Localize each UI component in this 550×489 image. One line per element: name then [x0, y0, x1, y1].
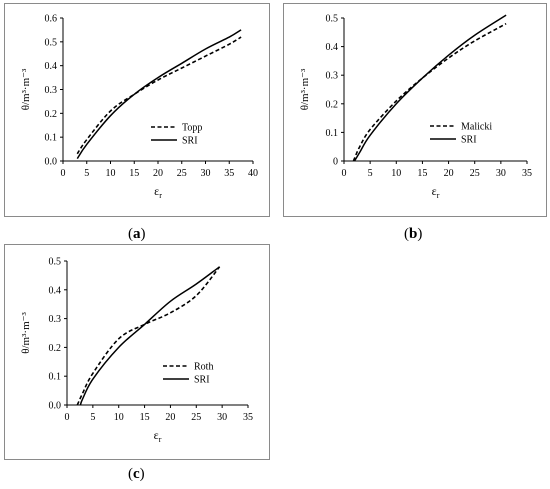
x-axis-label-main-b: ε	[432, 184, 437, 198]
y-tick-label-b: 0.3	[326, 71, 339, 82]
x-tick-label-b: 20	[444, 168, 454, 179]
y-tick-label-b: 0.4	[326, 42, 339, 53]
x-axis-label-main-a: ε	[154, 184, 159, 198]
x-tick-label-a: 25	[177, 168, 187, 179]
x-tick-label-a: 10	[106, 168, 116, 179]
series-line-topp-a	[76, 36, 242, 155]
x-tick-label-a: 30	[201, 168, 211, 179]
y-tick-label-a: 0.1	[45, 133, 58, 144]
x-tick-label-b: 15	[417, 168, 427, 179]
x-axis-label-sub-a: r	[159, 191, 162, 200]
x-tick-label-c: 15	[140, 412, 150, 423]
chart-panel-a: 0 5 10 15 20 25 30 35 40 0.0 0.1 0.2 0.3 0.4 0.5 0.6 εr θ…	[4, 3, 270, 217]
y-tick-label-a: 0.6	[45, 14, 58, 25]
caption-a-open: (	[128, 226, 133, 242]
x-tick-label-a: 20	[153, 168, 163, 179]
x-tick-label-c: 30	[217, 412, 227, 423]
y-tick-label-c: 0.4	[49, 285, 62, 296]
legend-label-malicki-b: Malicki	[461, 122, 492, 133]
caption-c-letter: c	[133, 466, 140, 482]
x-tick-label-c: 0	[65, 412, 70, 423]
legend-label-sri-a: SRI	[182, 136, 198, 147]
x-axis-label-a: εr	[154, 184, 162, 200]
x-tick-label-b: 5	[368, 168, 373, 179]
y-axis-label-c: θ/m³·m⁻³	[20, 312, 32, 354]
caption-c-open: (	[128, 466, 133, 482]
x-tick-label-c: 20	[165, 412, 175, 423]
chart-a-svg: 0 5 10 15 20 25 30 35 40 0.0 0.1 0.2 0.3 0.4 0.5 0.6 εr θ…	[20, 14, 258, 201]
y-tick-label-c: 0.1	[49, 372, 62, 383]
series-line-roth-c	[76, 266, 221, 406]
x-tick-label-b: 25	[470, 168, 480, 179]
y-tick-label-b: 0.1	[326, 128, 339, 139]
x-axis-label-c: εr	[154, 428, 162, 444]
caption-b-close: )	[417, 226, 423, 242]
y-tick-label-a: 0.2	[45, 109, 58, 120]
x-tick-label-a: 35	[224, 168, 234, 179]
series-line-sri-c	[79, 266, 221, 406]
y-tick-label-a: 0.3	[45, 85, 58, 96]
y-tick-label-c: 0.2	[49, 343, 62, 354]
series-line-sri-a	[76, 29, 242, 159]
series-line-sri-b	[353, 14, 507, 162]
chart-panel-b: 0 5 10 15 20 25 30 35 0 0.1 0.2 0.3 0.4 0.5 εr θ/m³·m⁻³…	[283, 3, 547, 217]
y-tick-label-b: 0.2	[326, 99, 339, 110]
chart-panel-c: 0 5 10 15 20 25 30 35 0.0 0.1 0.2 0.3 0.4 0.5 εr θ/m³·m…	[4, 244, 270, 460]
y-tick-label-c: 0.5	[49, 257, 62, 268]
x-axis-label-sub-b: r	[437, 191, 440, 200]
caption-a: (a)	[128, 226, 146, 243]
caption-c: (c)	[128, 466, 145, 483]
x-tick-label-b: 10	[391, 168, 401, 179]
x-tick-label-c: 25	[191, 412, 201, 423]
x-tick-label-c: 35	[243, 412, 253, 423]
legend-label-topp-a: Topp	[182, 123, 202, 134]
x-tick-label-a: 15	[129, 168, 139, 179]
caption-c-close: )	[139, 466, 145, 482]
y-tick-label-b: 0.5	[326, 14, 339, 25]
caption-a-letter: a	[133, 226, 141, 242]
caption-b-letter: b	[409, 226, 418, 242]
x-tick-label-a: 0	[61, 168, 66, 179]
series-line-malicki-b	[352, 23, 507, 162]
x-tick-label-b: 30	[496, 168, 506, 179]
y-tick-label-a: 0.5	[45, 37, 58, 48]
y-axis-label-a: θ/m³·m⁻³	[20, 68, 32, 110]
y-tick-label-a: 0.4	[45, 61, 58, 72]
y-tick-label-c: 0.3	[49, 314, 62, 325]
x-tick-label-b: 0	[342, 168, 347, 179]
x-tick-label-a: 5	[84, 168, 89, 179]
x-axis-label-sub-c: r	[159, 435, 162, 444]
y-tick-label-b: 0	[333, 157, 338, 168]
x-tick-label-c: 5	[90, 412, 95, 423]
chart-c-svg: 0 5 10 15 20 25 30 35 0.0 0.1 0.2 0.3 0.4 0.5 εr θ/m³·m…	[20, 257, 253, 445]
x-tick-label-c: 10	[114, 412, 124, 423]
x-tick-label-a: 40	[248, 168, 258, 179]
y-axis-label-b: θ/m³·m⁻³	[299, 68, 311, 110]
x-axis-label-main-c: ε	[154, 428, 159, 442]
caption-b: (b)	[404, 226, 422, 243]
legend-label-roth-c: Roth	[194, 362, 213, 373]
y-tick-label-a: 0.0	[45, 157, 58, 168]
caption-b-open: (	[404, 226, 409, 242]
x-tick-label-b: 35	[522, 168, 532, 179]
chart-b-svg: 0 5 10 15 20 25 30 35 0 0.1 0.2 0.3 0.4 0.5 εr θ/m³·m⁻³…	[299, 14, 532, 201]
legend-label-sri-c: SRI	[194, 375, 210, 386]
caption-a-close: )	[140, 226, 146, 242]
x-axis-label-b: εr	[432, 184, 440, 200]
y-tick-label-c: 0.0	[49, 401, 62, 412]
legend-label-sri-b: SRI	[461, 135, 477, 146]
